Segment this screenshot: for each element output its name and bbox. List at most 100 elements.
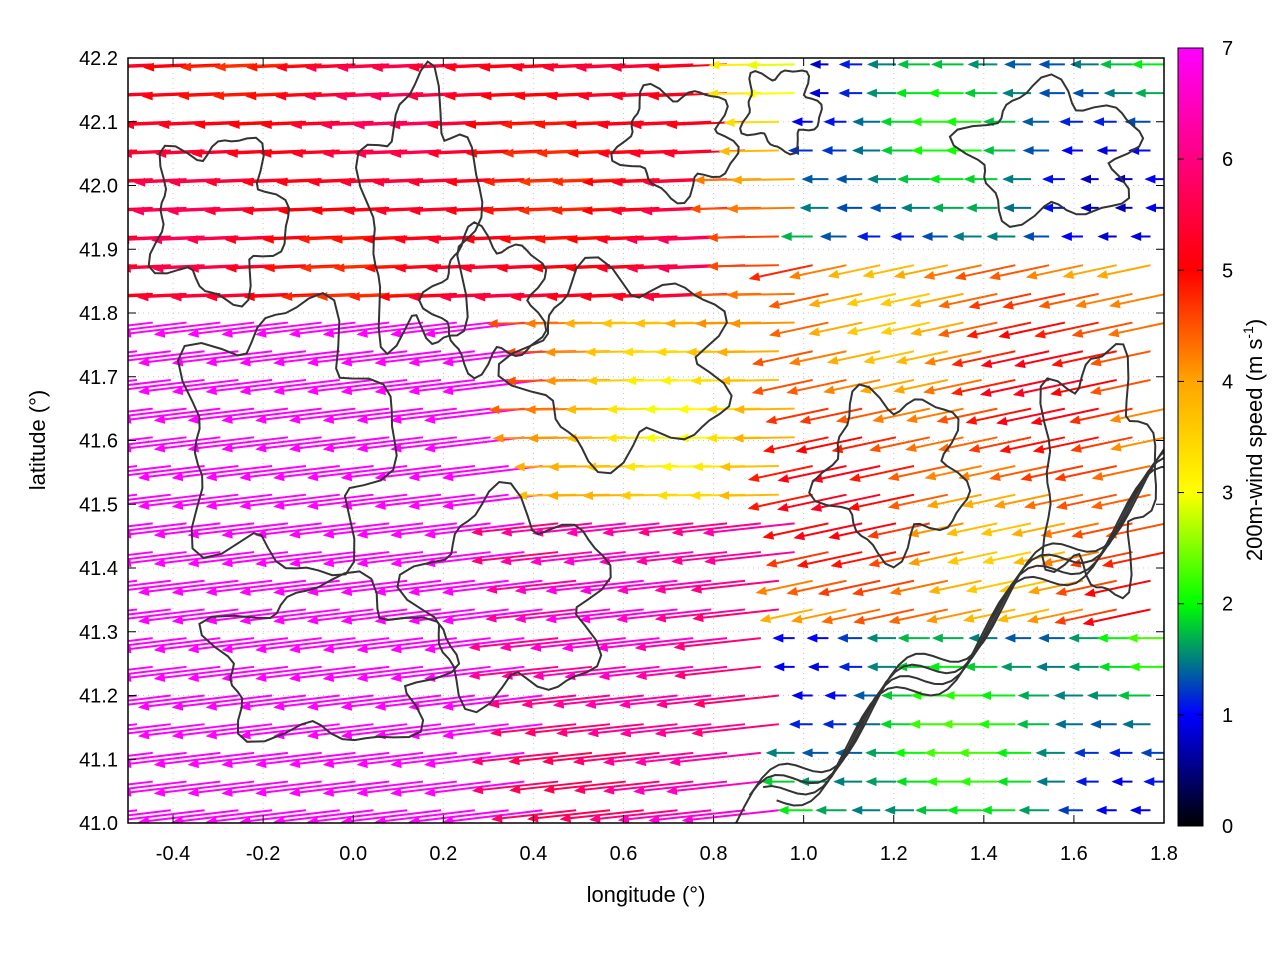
wind-arrow-shaft — [778, 493, 847, 511]
wind-arrow — [1111, 777, 1133, 787]
wind-arrow-shaft — [580, 608, 678, 621]
wind-arrow-head — [828, 531, 840, 541]
wind-arrow-shaft — [128, 465, 138, 469]
wind-arrow-head — [1062, 270, 1075, 279]
wind-arrow-head — [288, 558, 301, 568]
wind-arrow — [499, 551, 593, 566]
wind-arrow-head — [273, 386, 285, 396]
wind-arrow-head — [499, 234, 511, 244]
wind-arrow — [961, 493, 1016, 509]
wind-arrow — [1071, 522, 1133, 539]
wind-arrow-head — [206, 292, 218, 302]
wind-arrow-shaft — [939, 321, 998, 336]
wind-arrow — [1038, 59, 1065, 69]
wind-arrow-head — [1108, 299, 1121, 309]
wind-arrow-head — [977, 719, 989, 729]
wind-arrow — [880, 145, 915, 155]
wind-arrow — [1030, 407, 1099, 426]
colorbar-tick-label: 0 — [1222, 816, 1233, 838]
wind-arrow-head — [986, 232, 998, 241]
wind-arrow-head — [86, 329, 97, 338]
wind-arrow-head — [923, 748, 935, 758]
wind-arrow-head — [666, 786, 678, 796]
wind-arrow-head — [864, 748, 876, 758]
wind-arrow-shaft — [753, 350, 813, 365]
wind-arrow — [408, 493, 509, 510]
wind-arrow-head — [671, 556, 683, 566]
wind-arrow-head — [86, 415, 97, 424]
wind-arrow-shaft — [128, 465, 205, 477]
wind-arrow-shaft — [812, 493, 881, 511]
colorbar-tick-label: 6 — [1222, 149, 1233, 171]
wind-arrow-head — [260, 148, 272, 158]
y-tick-label: 41.0 — [79, 813, 118, 835]
wind-arrow-shaft — [308, 350, 408, 365]
wind-arrow-shaft — [308, 809, 408, 823]
wind-arrow — [852, 117, 881, 127]
wind-arrow-head — [1054, 616, 1066, 625]
wind-arrow-head — [511, 62, 523, 72]
wind-arrow-shaft — [708, 235, 779, 239]
wind-arrow — [866, 174, 896, 184]
wind-arrow-head — [143, 62, 155, 72]
wind-arrow — [128, 723, 205, 735]
wind-arrow-shaft — [189, 751, 289, 766]
wind-arrow-shaft — [1072, 522, 1133, 538]
wind-arrow-head — [547, 491, 559, 501]
wind-arrow-shaft — [502, 522, 593, 535]
wind-arrow-head — [478, 62, 491, 72]
wind-arrow-head — [534, 234, 546, 244]
wind-arrow-shaft — [854, 608, 915, 624]
wind-arrow-shaft — [358, 436, 457, 451]
wind-arrow — [390, 551, 491, 568]
wind-arrow-head — [70, 730, 81, 739]
wind-arrow-head — [37, 702, 48, 711]
wind-arrow-head — [1128, 662, 1140, 672]
wind-arrow-head — [1038, 88, 1050, 98]
wind-arrow-shaft — [997, 407, 1066, 424]
wind-arrow — [374, 579, 475, 596]
wind-arrow — [928, 174, 964, 184]
wind-arrow-head — [692, 613, 704, 623]
wind-arrow-head — [868, 558, 880, 568]
wind-arrow — [128, 751, 187, 761]
wind-arrow-shaft — [274, 809, 374, 823]
wind-arrow-shaft — [1056, 579, 1117, 595]
wind-arrow — [755, 579, 813, 596]
wind-arrow-head — [488, 699, 500, 709]
wind-arrow — [500, 522, 593, 537]
wind-arrow — [777, 805, 813, 815]
wind-arrow — [1032, 436, 1099, 454]
wind-arrow — [887, 465, 949, 481]
wind-arrow-head — [483, 177, 495, 187]
wind-arrow-head — [726, 290, 738, 300]
wind-arrow-head — [37, 358, 48, 367]
wind-arrow-shaft — [832, 551, 897, 567]
wind-arrow — [980, 805, 1016, 815]
wind-arrow — [137, 809, 239, 823]
wind-arrow-head — [965, 584, 978, 594]
wind-arrow-head — [106, 92, 117, 101]
wind-arrow — [869, 203, 896, 213]
wind-arrow-head — [273, 615, 285, 625]
wind-arrow-head — [408, 472, 420, 482]
wind-arrow-head — [1108, 748, 1120, 758]
wind-arrow-shaft — [443, 723, 543, 737]
wind-arrow-head — [545, 292, 558, 302]
wind-arrow — [833, 777, 863, 787]
wind-arrow — [793, 522, 863, 541]
wind-arrow-head — [796, 559, 809, 569]
wind-arrow-shaft — [376, 493, 475, 508]
wind-arrow-head — [488, 405, 500, 415]
wind-arrow-shaft — [173, 809, 273, 823]
wind-arrow-shaft — [128, 780, 187, 790]
wind-arrow-head — [322, 644, 335, 654]
wind-arrow — [801, 748, 829, 758]
wind-arrow-shaft — [575, 780, 660, 792]
wind-arrow-shaft — [531, 637, 626, 650]
wind-arrow — [890, 232, 915, 241]
wind-arrow-head — [669, 757, 681, 767]
wind-arrow — [1130, 232, 1151, 241]
wind-arrow-head — [880, 117, 892, 127]
wind-arrow-shaft — [207, 723, 307, 737]
